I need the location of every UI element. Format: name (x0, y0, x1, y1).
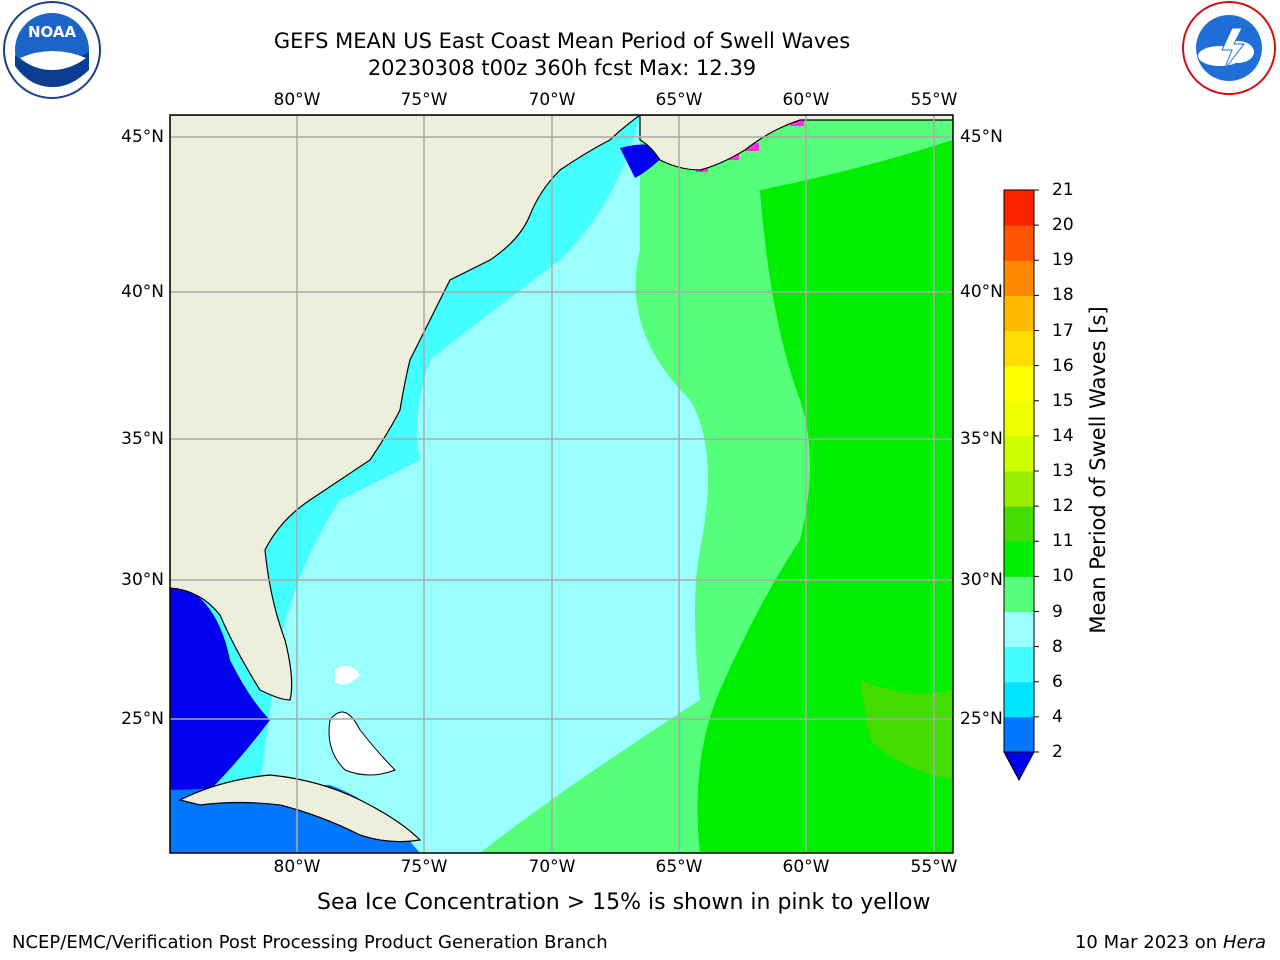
colorbar-segment (1004, 576, 1034, 612)
lat-label-left: 25°N (121, 709, 164, 729)
lat-label-right: 35°N (960, 429, 1003, 449)
footer-host: Hera (1222, 932, 1266, 953)
map-title: GEFS MEAN US East Coast Mean Period of S… (273, 29, 851, 53)
sea-ice-caption: Sea Ice Concentration > 15% is shown in … (317, 890, 931, 915)
colorbar-segment (1004, 400, 1034, 437)
footer-credit: NCEP/EMC/Verification Post Processing Pr… (12, 932, 608, 953)
colorbar-segment (1004, 506, 1034, 542)
colorbar-segment (1004, 646, 1034, 683)
lon-label-top: 60°W (782, 90, 830, 110)
lon-label-bottom: 75°W (400, 857, 448, 877)
colorbar-segment (1004, 260, 1034, 296)
lon-label-bottom: 80°W (273, 857, 321, 877)
colorbar-segment (1004, 295, 1034, 331)
lon-label-top: 55°W (910, 90, 958, 110)
lat-label-right: 30°N (960, 570, 1003, 590)
lon-label-top: 75°W (400, 90, 448, 110)
lon-label-top: 80°W (273, 90, 321, 110)
footer-date-text: 10 Mar 2023 on (1074, 932, 1218, 953)
colorbar-tick-label: 12 (1052, 496, 1074, 517)
colorbar-tick-label: 13 (1052, 461, 1074, 481)
colorbar-segment (1004, 471, 1034, 507)
noaa-logo-text: NOAA (28, 23, 77, 41)
map-subtitle: 20230308 t00z 360h fcst Max: 12.39 (367, 56, 757, 80)
map-frame (169, 114, 954, 854)
lon-label-bottom: 55°W (910, 857, 958, 877)
colorbar-tick-label: 21 (1052, 180, 1074, 200)
colorbar-segment (1004, 716, 1034, 753)
colorbar-segment (1004, 190, 1034, 226)
colorbar-tick-label: 19 (1052, 250, 1074, 271)
noaa-logo: NOAA (3, 1, 101, 99)
lon-label-top: 70°W (528, 90, 576, 110)
graticule (170, 115, 953, 853)
colorbar-segment (1004, 681, 1034, 718)
map-area (170, 115, 953, 853)
lat-label-left: 40°N (121, 282, 164, 302)
colorbar-tick-label: 6 (1052, 671, 1063, 692)
colorbar-tick-label: 16 (1052, 355, 1074, 376)
colorbar-tick-label: 18 (1052, 285, 1074, 306)
lat-label-left: 30°N (121, 570, 164, 590)
colorbar-tick-label: 2 (1052, 742, 1063, 762)
colorbar-segment (1004, 365, 1034, 402)
colorbar-tick-label: 4 (1052, 706, 1063, 727)
colorbar-segment (1004, 435, 1034, 472)
swell-period-map (169, 114, 954, 854)
lon-label-bottom: 60°W (782, 857, 830, 877)
footer-date: 10 Mar 2023 on Hera (1075, 932, 1266, 953)
colorbar-tick-label: 14 (1052, 425, 1074, 446)
colorbar (1003, 189, 1039, 782)
lon-label-bottom: 70°W (528, 857, 576, 877)
lat-label-left: 35°N (121, 429, 164, 449)
lon-label-top: 65°W (655, 90, 703, 110)
lat-label-left: 45°N (121, 127, 164, 147)
colorbar-tick-label: 11 (1052, 531, 1074, 552)
nws-logo (1182, 1, 1276, 95)
lon-label-bottom: 65°W (655, 857, 703, 877)
colorbar-segment (1004, 330, 1034, 367)
colorbar-title: Mean Period of Swell Waves [s] (1086, 306, 1110, 634)
colorbar-tick-label: 17 (1052, 320, 1074, 341)
colorbar-segment (1004, 611, 1034, 648)
lat-label-right: 40°N (960, 282, 1003, 302)
colorbar-tick-label: 20 (1052, 215, 1074, 236)
lat-label-right: 45°N (960, 127, 1003, 147)
colorbar-tick-label: 15 (1052, 390, 1074, 411)
colorbar-tick-label: 9 (1052, 601, 1063, 622)
colorbar-under-arrow (1003, 751, 1035, 782)
colorbar-segment (1004, 225, 1034, 261)
colorbar-segment (1004, 541, 1034, 577)
lat-label-right: 25°N (960, 709, 1003, 729)
colorbar-tick-label: 8 (1052, 636, 1063, 657)
colorbar-tick-label: 10 (1052, 566, 1074, 587)
